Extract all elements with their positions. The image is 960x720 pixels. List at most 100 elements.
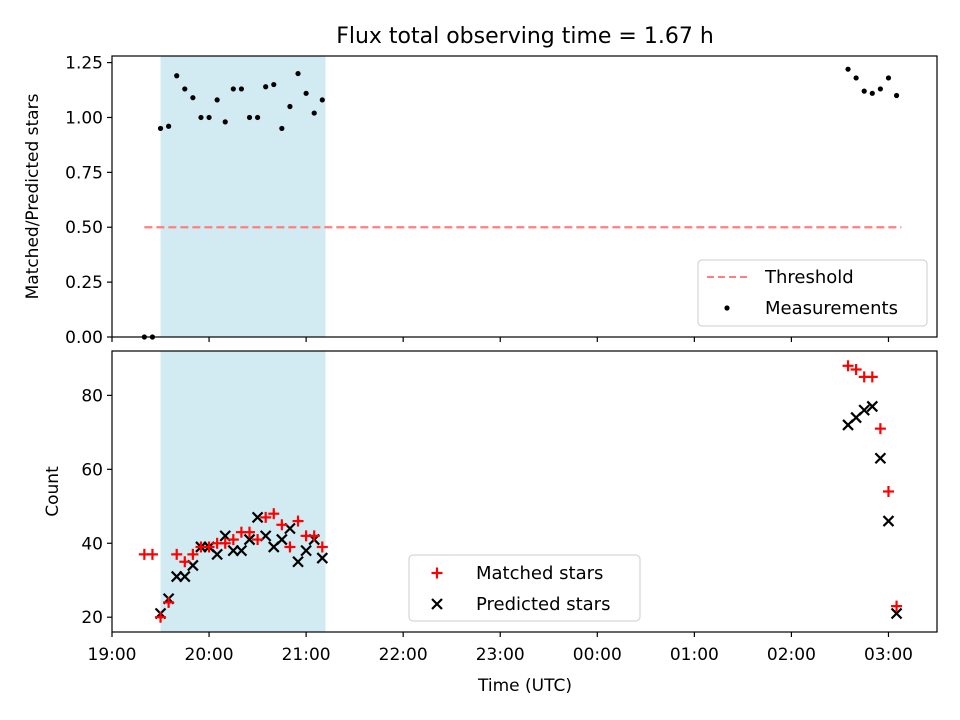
measurement-point xyxy=(238,86,245,92)
matched-stars-point xyxy=(850,363,862,375)
matched-stars-point xyxy=(866,371,878,383)
matched-stars-point xyxy=(227,534,239,546)
measurement-point xyxy=(174,73,180,79)
x-tick-label: 02:00 xyxy=(767,645,816,665)
bot-y-tick-label: 80 xyxy=(81,386,103,406)
measurement-point xyxy=(893,92,900,99)
matched-stars-point xyxy=(179,556,191,568)
measurement-point xyxy=(279,125,285,132)
top-axes-frame xyxy=(111,55,938,338)
top-legend-box xyxy=(697,259,928,327)
legend-threshold-label: Threshold xyxy=(764,267,854,288)
bottom-legend: Matched stars Predicted stars xyxy=(408,554,641,622)
matched-stars-point xyxy=(187,548,199,560)
bot-y-tick-label: 60 xyxy=(81,460,103,480)
top-y-axis-label: Matched/Predicted stars xyxy=(23,93,43,299)
predicted-stars-point xyxy=(251,511,264,524)
matched-stars-point xyxy=(163,596,175,608)
top-shaded-rect xyxy=(160,56,326,337)
measurement-point xyxy=(263,84,269,90)
top-y-tick-label: 0.50 xyxy=(65,218,103,238)
measurement-point xyxy=(295,70,301,77)
x-tick-label: 20:00 xyxy=(185,645,234,665)
matched-stars-point xyxy=(203,541,215,553)
predicted-stars-point xyxy=(866,400,879,413)
predicted-stars-point xyxy=(276,533,288,546)
bot-y-tick-label: 20 xyxy=(81,608,103,628)
predicted-stars-point xyxy=(858,404,870,416)
measurement-point xyxy=(190,95,196,101)
measurement-point xyxy=(319,97,325,103)
bottom-y-ticks: 20 40 60 80 xyxy=(81,386,112,628)
predicted-stars-point xyxy=(890,607,903,620)
matched-stars-point xyxy=(276,519,288,531)
bot-y-tick-label: 40 xyxy=(81,534,103,554)
measurement-point xyxy=(254,114,261,121)
measurement-point xyxy=(222,119,228,125)
matched-stars-point xyxy=(284,541,296,553)
measurement-point xyxy=(166,123,172,129)
predicted-stars-point xyxy=(211,548,223,561)
measurement-point xyxy=(206,114,212,121)
measurement-point xyxy=(845,66,851,72)
predicted-stars-point xyxy=(235,544,248,557)
matched-stars-point xyxy=(316,541,328,553)
matched-stars-point xyxy=(252,534,264,546)
x-tick-label: 21:00 xyxy=(282,645,331,665)
measurement-point xyxy=(198,114,204,121)
x-tick-label: 00:00 xyxy=(573,645,622,665)
matched-stars-point xyxy=(292,515,304,527)
top-y-tick-label: 1.00 xyxy=(65,108,103,128)
predicted-stars-point xyxy=(316,552,329,564)
x-tick-label: 01:00 xyxy=(670,645,719,665)
predicted-stars-point xyxy=(243,533,256,546)
matched-stars-point xyxy=(260,511,272,523)
measurement-point xyxy=(271,81,277,88)
matched-stars-point xyxy=(268,508,280,520)
bot-shaded-rect xyxy=(160,351,326,632)
bottom-axes-frame xyxy=(111,350,938,633)
top-y-tick-label: 0.25 xyxy=(65,273,103,293)
matched-stars-point xyxy=(882,486,894,497)
measurement-point xyxy=(311,110,317,116)
matched-stars-point xyxy=(244,526,255,538)
bottom-x-ticks: 19:00 20:00 21:00 22:00 23:00 00:00 01:00 02:00… xyxy=(88,632,913,665)
measurement-point xyxy=(885,75,892,81)
top-panel: 0.00 0.25 0.50 0.75 1.00 1.25 Matched/Predict… xyxy=(23,54,938,348)
bottom-legend-box xyxy=(408,554,641,622)
measurement-point xyxy=(853,75,859,81)
legend-measurements-label: Measurements xyxy=(765,298,898,319)
bottom-shaded-region xyxy=(160,351,326,632)
matched-stars-point xyxy=(891,600,903,612)
measurement-point xyxy=(303,90,309,96)
measurement-point xyxy=(182,86,188,92)
matched-stars-point xyxy=(874,423,886,435)
legend-matched-swatch xyxy=(431,567,443,579)
x-tick-label: 23:00 xyxy=(476,645,525,665)
legend-matched-label: Matched stars xyxy=(476,563,603,584)
x-axis-label: Time (UTC) xyxy=(477,676,572,696)
predicted-stars-point xyxy=(292,555,304,568)
predicted-stars-point xyxy=(874,452,887,465)
legend-predicted-label: Predicted stars xyxy=(476,594,610,615)
predicted-stars-point xyxy=(300,544,312,557)
measurement-point xyxy=(869,90,875,96)
measurement-point xyxy=(214,97,220,103)
bottom-panel: 20 40 60 80 19:00 20:00 21:00 22:00 23:00 00:00 0… xyxy=(43,350,938,696)
matched-stars-point xyxy=(308,530,320,542)
x-tick-label: 03:00 xyxy=(864,645,913,665)
legend-predicted-swatch xyxy=(431,598,443,610)
top-series-points xyxy=(141,66,900,340)
matched-stars-point xyxy=(146,548,158,560)
measurement-point xyxy=(287,103,293,110)
bottom-y-axis-label: Count xyxy=(43,466,63,517)
matched-stars-point xyxy=(219,537,231,549)
top-y-ticks: 0.00 0.25 0.50 0.75 1.00 1.25 xyxy=(65,54,112,348)
x-tick-label: 19:00 xyxy=(88,645,137,665)
bottom-series-points xyxy=(138,360,903,623)
chart-title: Flux total observing time = 1.67 h xyxy=(336,24,714,49)
x-tick-label: 22:00 xyxy=(379,645,428,665)
matched-stars-point xyxy=(171,548,183,560)
predicted-stars-point xyxy=(179,570,191,583)
